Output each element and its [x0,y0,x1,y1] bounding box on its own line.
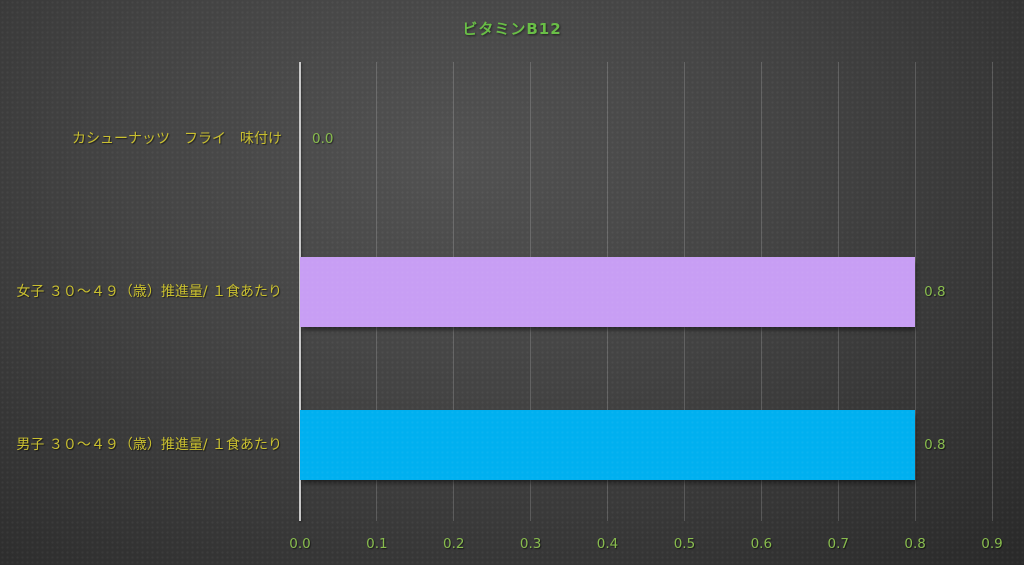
gridline [991,62,993,521]
x-tick-label: 0.3 [519,536,542,552]
x-tick-label: 0.9 [981,536,1003,552]
x-tick-label: 0.1 [366,536,388,552]
bar [300,409,916,480]
x-tick-label: 0.2 [443,536,465,552]
category-axis-labels: カシューナッツ フライ 味付け女子 ３０～４９（歳）推進量/ １食あたり 男子 ３… [0,62,291,521]
bar [300,256,916,327]
plot-area: 0.0 0.8 0.8 [299,62,993,521]
value-label: 0.8 [924,283,946,300]
x-tick-label: 0.0 [289,536,311,552]
category-label: 女子 ３０～４９（歳）推進量/ １食あたり [16,283,282,300]
x-tick-label: 0.7 [827,536,849,552]
category-label: 男子 ３０～４９（歳）推進量/ １食あたり [16,436,282,453]
category-label: カシューナッツ フライ 味付け [72,130,282,147]
gridline [914,62,916,521]
chart-title: ビタミンB12 [462,20,562,38]
x-tick-label: 0.8 [904,536,926,552]
value-label: 0.0 [312,130,334,147]
x-tick-label: 0.6 [750,536,773,552]
x-axis-tick-labels: 0.0 0.1 0.2 0.3 0.4 0.5 0.6 0.7 0.8 0.9 [289,534,1002,556]
value-label: 0.8 [924,436,946,453]
x-tick-label: 0.4 [596,536,619,552]
x-tick-label: 0.5 [673,536,696,552]
